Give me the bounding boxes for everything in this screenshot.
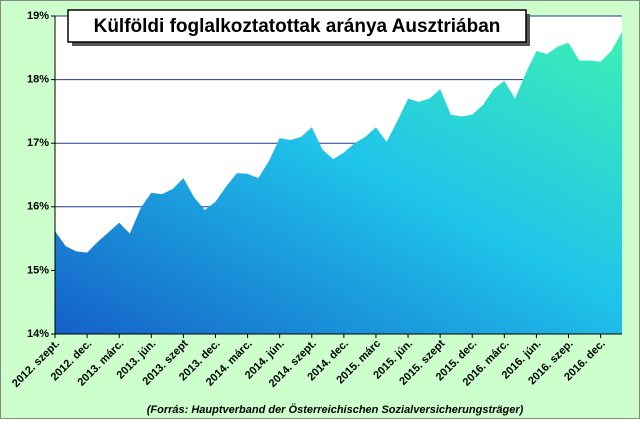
y-tick-label: 14% <box>27 328 49 340</box>
marks <box>55 31 622 335</box>
title-box <box>67 9 527 43</box>
y-tick-label: 19% <box>27 10 49 22</box>
chart-title: Külföldi foglalkoztatottak aránya Ausztr… <box>94 16 501 37</box>
y-tick-label: 17% <box>27 137 49 149</box>
source: (Forrás: Hauptverband der Österreichisch… <box>147 403 524 416</box>
y-tick-label: 16% <box>27 201 49 213</box>
area <box>55 31 622 335</box>
y-tick-label: 18% <box>27 74 49 86</box>
y-tick-label: 15% <box>27 264 49 276</box>
